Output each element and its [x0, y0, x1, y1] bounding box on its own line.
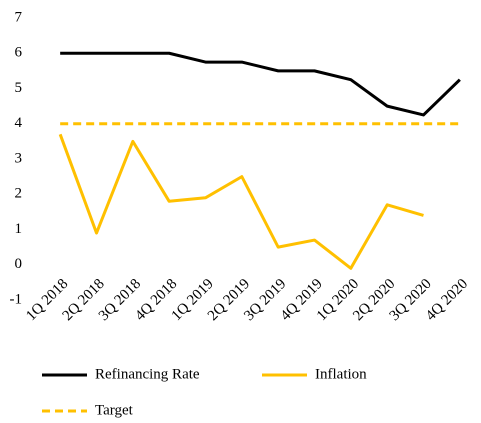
- legend-label: Refinancing Rate: [95, 366, 200, 382]
- y-tick-label: 0: [15, 256, 23, 272]
- series-line: [60, 51, 461, 117]
- legend-label: Inflation: [315, 366, 367, 382]
- legend-label: Target: [95, 402, 134, 418]
- y-tick-label: 1: [15, 221, 23, 237]
- series-line: [58, 133, 424, 270]
- y-tick-label: -1: [10, 291, 23, 307]
- y-tick-label: 2: [15, 186, 23, 202]
- y-tick-label: 5: [15, 80, 23, 96]
- y-tick-label: 3: [15, 150, 23, 166]
- y-tick-label: 6: [15, 45, 23, 61]
- y-tick-label: 7: [15, 9, 23, 25]
- y-tick-label: 4: [15, 115, 23, 131]
